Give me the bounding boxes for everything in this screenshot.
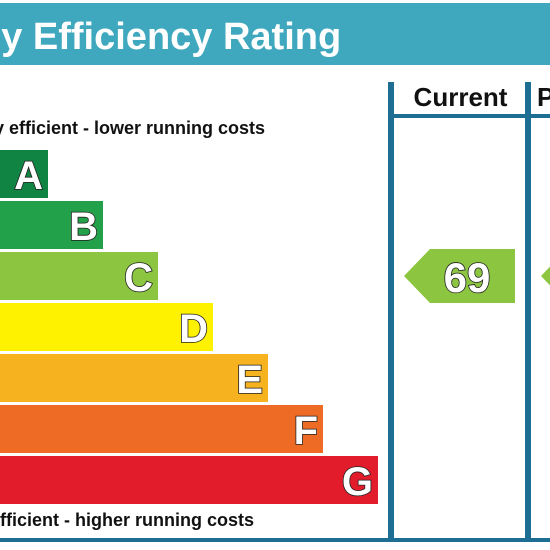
band-label-e: E [236, 358, 263, 402]
band-bar-e [0, 354, 268, 402]
band-label-c: C [124, 256, 153, 300]
band-label-g: G [342, 460, 373, 504]
band-label-f: F [294, 409, 318, 453]
band-bar-f [0, 405, 323, 453]
band-bar-c [0, 252, 158, 300]
band-bar-a [0, 150, 48, 198]
band-bar-d [0, 303, 213, 351]
current-rating-value: 69 [444, 254, 491, 301]
bottom-rule [0, 538, 550, 542]
band-label-a: A [14, 154, 43, 198]
divider-left [388, 82, 394, 540]
band-bar-b [0, 201, 103, 249]
header-rule [388, 114, 550, 118]
column-header-potential: P [537, 82, 550, 112]
divider-middle [525, 82, 531, 540]
caption-inefficient: efficient - higher running costs [0, 510, 255, 530]
band-label-d: D [179, 307, 208, 351]
column-header-current: Current [413, 82, 508, 112]
page-title: gy Efficiency Rating [0, 16, 342, 58]
current-rating-arrow [404, 249, 515, 303]
band-label-b: B [69, 205, 98, 249]
band-bar-g [0, 456, 378, 504]
title-bar: gy Efficiency Rating [0, 3, 550, 65]
caption-efficient: y efficient - lower running costs [0, 118, 266, 138]
potential-rating-arrow [541, 266, 550, 286]
